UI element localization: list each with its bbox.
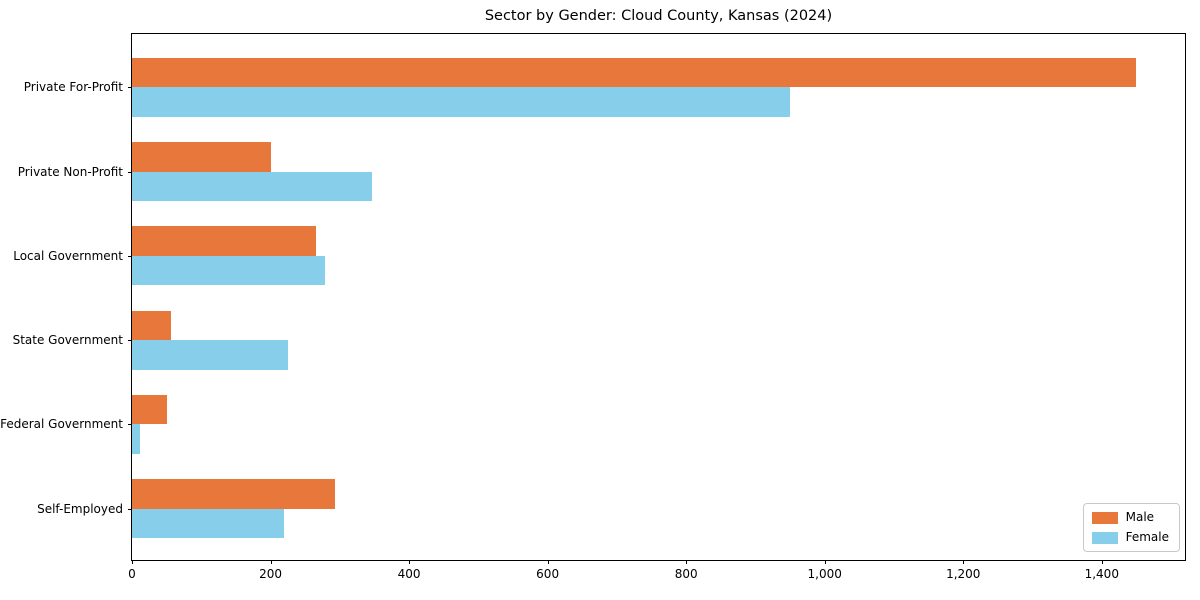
bar-female-federal-government xyxy=(132,424,141,454)
x-tick-mark xyxy=(1101,560,1103,564)
x-tick-label: 1,200 xyxy=(946,567,981,581)
y-tick-label: Private Non-Profit xyxy=(17,164,123,179)
bar-female-state-government xyxy=(132,340,288,370)
bar-female-private-non-profit xyxy=(132,171,373,202)
legend: Male Female xyxy=(1082,503,1180,552)
bar-female-self-employed xyxy=(132,508,284,538)
y-tick-label: Private For-Profit xyxy=(23,80,123,95)
legend-label-female: Female xyxy=(1125,530,1169,544)
bar-male-federal-government xyxy=(132,394,167,425)
y-tick-mark xyxy=(128,424,132,426)
y-tick-mark xyxy=(128,171,132,173)
x-tick-mark xyxy=(270,560,272,564)
y-tick-mark xyxy=(128,87,132,89)
y-tick-label: Self-Employed xyxy=(37,501,123,516)
y-tick-mark xyxy=(128,508,132,510)
legend-label-male: Male xyxy=(1125,510,1155,524)
y-tick-label: State Government xyxy=(12,333,123,348)
x-tick-label: 800 xyxy=(674,567,698,581)
x-tick-mark xyxy=(686,560,688,564)
x-tick-label: 600 xyxy=(536,567,560,581)
y-tick-mark xyxy=(128,340,132,342)
x-tick-label: 0 xyxy=(128,567,136,581)
bar-male-state-government xyxy=(132,310,172,341)
bar-male-private-non-profit xyxy=(132,142,271,172)
bar-male-local-government xyxy=(132,226,316,256)
y-tick-mark xyxy=(128,255,132,257)
x-tick-mark xyxy=(963,560,965,564)
y-tick-label: Federal Government xyxy=(0,417,123,432)
bar-female-local-government xyxy=(132,255,325,286)
y-tick-label: Local Government xyxy=(13,248,123,263)
x-tick-label: 1,400 xyxy=(1084,567,1119,581)
x-tick-label: 200 xyxy=(259,567,282,581)
plot-area: 0 200 400 600 800 1,000 1,200 1,400 Private For… xyxy=(0,33,1186,581)
x-tick-mark xyxy=(409,560,411,564)
chart-title: Sector by Gender: Cloud County, Kansas (… xyxy=(484,8,833,24)
bar-male-private-for-profit xyxy=(132,58,1137,88)
bar-female-private-for-profit xyxy=(132,87,791,117)
x-tick-mark xyxy=(824,560,826,564)
x-tick-mark xyxy=(547,560,549,564)
legend-entry-male: Male xyxy=(1091,510,1169,524)
female-swatch xyxy=(1091,531,1118,544)
x-tick-label: 400 xyxy=(397,567,421,581)
x-tick-mark xyxy=(132,560,133,564)
x-tick-label: 1,000 xyxy=(807,567,842,581)
bar-male-self-employed xyxy=(132,479,335,509)
male-swatch xyxy=(1091,511,1118,524)
legend-entry-female: Female xyxy=(1091,530,1169,544)
